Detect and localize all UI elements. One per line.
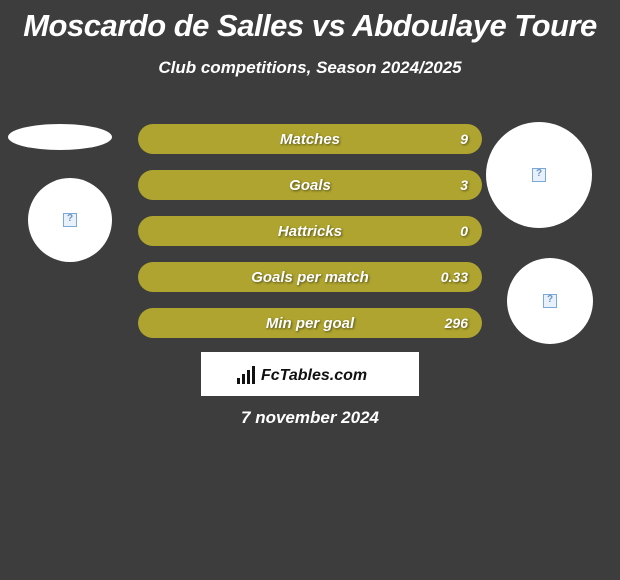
stat-bar-value: 0.33	[441, 269, 468, 285]
subtitle: Club competitions, Season 2024/2025	[0, 58, 620, 78]
stat-bar: Matches 9	[138, 124, 482, 154]
player-circle-left	[28, 178, 112, 262]
fctables-logo: FcTables.com	[201, 352, 419, 396]
player-placeholder-icon	[543, 294, 557, 308]
player-placeholder-icon	[63, 213, 77, 227]
stat-bar-label: Hattricks	[278, 223, 342, 240]
svg-text:FcTables.com: FcTables.com	[261, 367, 367, 384]
team-ellipse-left	[8, 124, 112, 150]
stat-bar-label: Goals	[289, 177, 331, 194]
fctables-logo-icon: FcTables.com	[235, 360, 385, 388]
player-circle-right-top	[486, 122, 592, 228]
player-circle-right-bottom	[507, 258, 593, 344]
stat-bar-value: 9	[460, 131, 468, 147]
stat-bar-value: 296	[445, 315, 468, 331]
stat-bars: Matches 9 Goals 3 Hattricks 0 Goals per …	[138, 124, 482, 354]
stat-bar-label: Goals per match	[251, 269, 369, 286]
stat-bar-label: Matches	[280, 131, 340, 148]
player-placeholder-icon	[532, 168, 546, 182]
stat-bar: Goals 3	[138, 170, 482, 200]
stat-bar-label: Min per goal	[266, 315, 354, 332]
stat-bar-value: 0	[460, 223, 468, 239]
stat-bar: Goals per match 0.33	[138, 262, 482, 292]
stat-bar: Hattricks 0	[138, 216, 482, 246]
date-label: 7 november 2024	[0, 408, 620, 428]
stat-bar: Min per goal 296	[138, 308, 482, 338]
stat-bar-value: 3	[460, 177, 468, 193]
page-title: Moscardo de Salles vs Abdoulaye Toure	[0, 0, 620, 44]
